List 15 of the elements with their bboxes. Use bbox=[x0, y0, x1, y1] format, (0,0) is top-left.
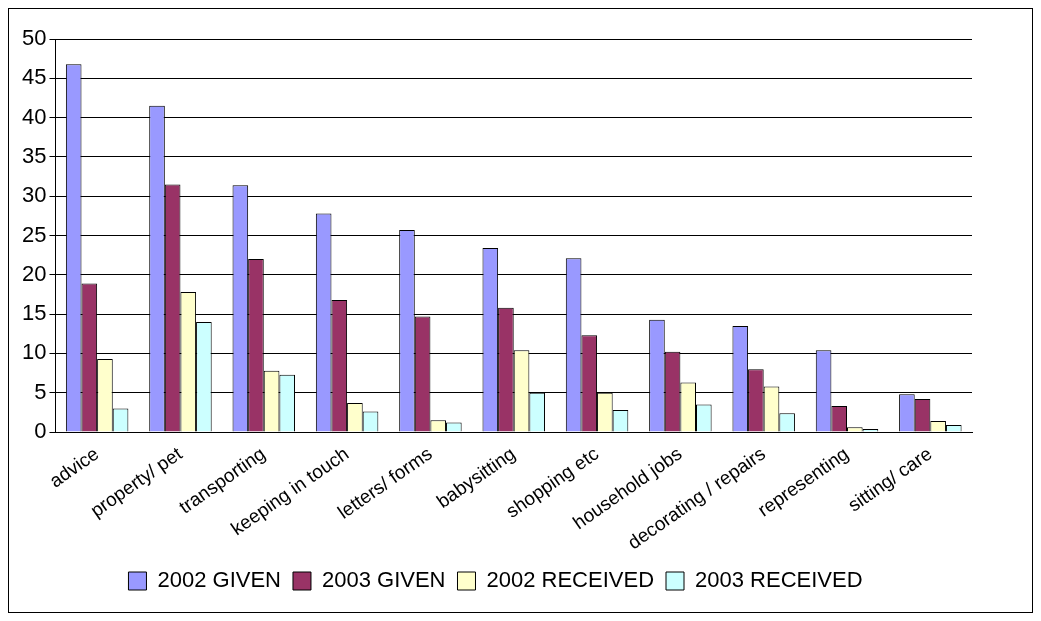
y-tick-label: 40 bbox=[21, 103, 47, 129]
y-tick-label: 5 bbox=[34, 378, 47, 404]
legend-label: 2002 RECEIVED bbox=[486, 567, 655, 593]
y-tick-label: 25 bbox=[21, 221, 47, 247]
y-tick-label: 10 bbox=[21, 339, 47, 365]
legend-label: 2003 RECEIVED bbox=[695, 567, 863, 593]
y-tick-label: 20 bbox=[21, 260, 47, 286]
y-tick-label: 15 bbox=[21, 300, 47, 326]
y-tick-label: 45 bbox=[21, 64, 47, 90]
legend-label: 2003 GIVEN bbox=[321, 567, 446, 593]
y-tick-label: 0 bbox=[34, 418, 47, 444]
y-tick-label: 30 bbox=[21, 182, 47, 208]
y-tick-label: 35 bbox=[21, 142, 47, 168]
y-tick-label: 50 bbox=[21, 25, 47, 51]
legend-label: 2002 GIVEN bbox=[157, 567, 281, 593]
